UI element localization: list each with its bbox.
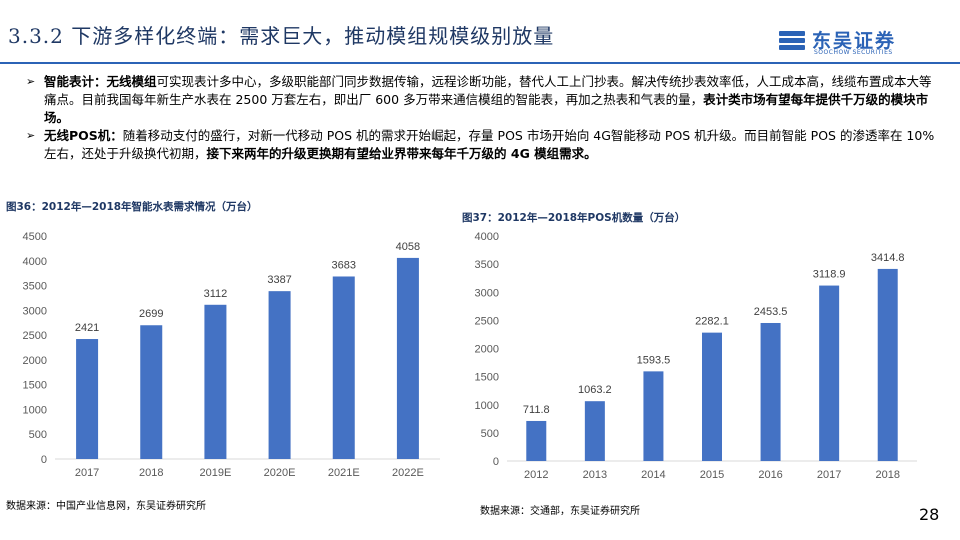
bar	[702, 332, 722, 461]
pos-bar-chart: 0 500 1000 1500 2000 2500 3000 3500 4000 711.8 201…	[475, 231, 917, 481]
y-tick-label: 0	[41, 454, 47, 466]
bar	[819, 285, 840, 461]
data-label: 4058	[396, 241, 420, 253]
x-tick-label: 2021E	[328, 467, 360, 479]
bar	[877, 268, 898, 461]
x-tick-label: 2020E	[264, 467, 296, 479]
x-tick-label: 2019E	[200, 467, 232, 479]
x-tick-label: 2012	[524, 469, 548, 481]
data-label: 2453.5	[754, 306, 788, 318]
x-tick-label: 2014	[641, 469, 665, 481]
x-tick-label: 2022E	[392, 467, 424, 479]
bar	[760, 322, 781, 461]
data-label: 711.8	[523, 404, 550, 416]
bullet-bold-text: 表计类市场有望每年提供千万级的模块市场。	[44, 92, 929, 125]
data-label: 2421	[75, 322, 99, 334]
arrow-bullet-icon: ➢	[26, 75, 36, 88]
y-tick-label: 2500	[23, 330, 47, 342]
header-divider	[0, 62, 960, 64]
bullet-text: 随着移动支付的盛行，对新一代移动 POS 机的需求开始崛起，存量 POS 市场开…	[44, 128, 935, 161]
x-tick-label: 2013	[583, 469, 607, 481]
data-label: 3112	[204, 288, 228, 300]
y-tick-label: 2000	[475, 344, 499, 356]
bar	[584, 401, 605, 461]
data-label: 2699	[139, 308, 163, 320]
brand-logo: 东吴证券 SOOCHOW SECURITIES	[778, 28, 938, 58]
x-tick-label: 2018	[875, 469, 899, 481]
arrow-bullet-icon: ➢	[26, 129, 36, 142]
x-tick-label: 2016	[758, 469, 782, 481]
y-tick-label: 4000	[475, 231, 499, 243]
bullet-text: 可实现表计多中心，多级职能部门同步数据传输，远程诊断功能，替代人工上门抄表。解决…	[44, 74, 932, 107]
x-tick-label: 2015	[700, 469, 724, 481]
bullet-smart-meter: ➢ 智能表计：无线模组可实现表计多中心，多级职能部门同步数据传输，远程诊断功能，…	[26, 73, 936, 127]
data-label: 3387	[267, 274, 291, 286]
logo-mark-icon	[779, 31, 805, 50]
bullet-pos: ➢ 无线POS机：随着移动支付的盛行，对新一代移动 POS 机的需求开始崛起，存…	[26, 127, 936, 163]
page-title: 3.3.2 下游多样化终端：需求巨大，推动模组规模级别放量	[8, 24, 555, 48]
y-tick-label: 2000	[23, 355, 47, 367]
y-tick-label: 3000	[23, 305, 47, 317]
x-tick-label: 2017	[817, 469, 841, 481]
logo-text: 东吴证券	[812, 30, 897, 52]
left-chart-title: 图36：2012年—2018年智能水表需求情况（万台）	[6, 201, 258, 213]
bar	[332, 276, 355, 459]
x-tick-label: 2017	[75, 467, 99, 479]
right-chart-source: 数据来源：交通部，东吴证券研究所	[480, 506, 640, 517]
y-tick-label: 1000	[23, 404, 47, 416]
page-number: 28	[919, 505, 940, 524]
data-label: 1593.5	[637, 354, 671, 366]
data-label: 2282.1	[695, 316, 729, 328]
data-label: 3683	[332, 259, 356, 271]
y-tick-label: 0	[493, 456, 499, 468]
y-tick-label: 4500	[23, 231, 47, 243]
bar	[140, 325, 163, 459]
data-label: 3414.8	[871, 252, 905, 264]
data-label: 3118.9	[813, 269, 846, 281]
y-tick-label: 3000	[475, 287, 499, 299]
bar	[76, 339, 99, 459]
y-tick-label: 500	[29, 429, 47, 441]
bullet-heading: 无线POS机：	[44, 128, 123, 143]
left-chart-source: 数据来源：中国产业信息网，东吴证券研究所	[6, 501, 206, 512]
bar	[204, 304, 227, 459]
right-chart-title: 图37：2012年—2018年POS机数量（万台）	[462, 212, 686, 224]
bullet-bold-text: 接下来两年的升级更换期有望给业界带来每年千万级的 4G 模组需求。	[206, 146, 597, 161]
data-label: 1063.2	[578, 384, 612, 396]
x-tick-label: 2018	[139, 467, 163, 479]
bar	[268, 291, 291, 459]
bullet-list: ➢ 智能表计：无线模组可实现表计多中心，多级职能部门同步数据传输，远程诊断功能，…	[26, 73, 936, 163]
logo-subtitle: SOOCHOW SECURITIES	[814, 49, 893, 56]
bar	[526, 420, 547, 461]
bar	[396, 257, 419, 459]
y-tick-label: 3500	[23, 281, 47, 293]
y-tick-label: 1500	[475, 372, 499, 384]
y-tick-label: 2500	[475, 315, 499, 327]
water-meter-bar-chart: 0 500 1000 1500 2000 2500 3000 3500 4000 4500 2421…	[23, 231, 440, 479]
y-tick-label: 1500	[23, 380, 47, 392]
y-tick-label: 4000	[23, 256, 47, 268]
y-tick-label: 3500	[475, 259, 499, 271]
y-tick-label: 500	[481, 428, 499, 440]
bar	[643, 371, 664, 461]
y-tick-label: 1000	[475, 400, 499, 412]
bullet-heading: 智能表计：无线模组	[44, 74, 157, 89]
